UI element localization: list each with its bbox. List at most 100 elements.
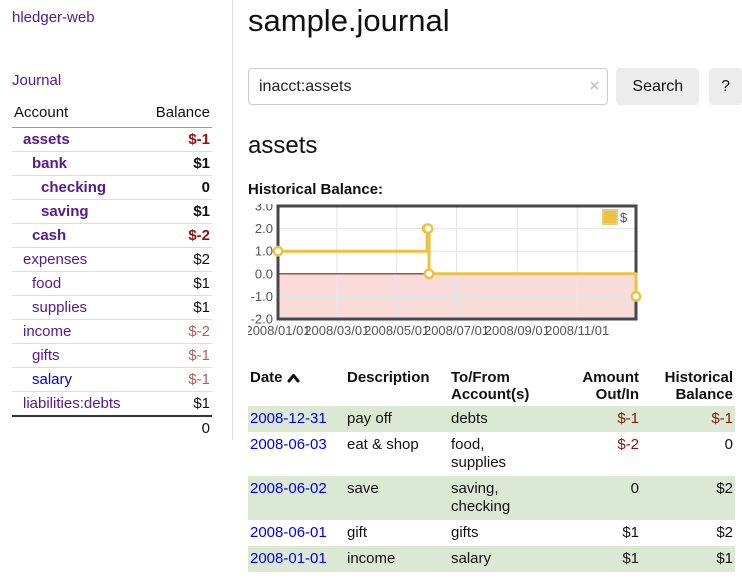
transaction-accounts: saving, checking xyxy=(449,476,551,520)
main-content: sample.journal × Search ? assets Histori… xyxy=(248,0,742,572)
page-title: sample.journal xyxy=(248,2,742,40)
account-balance: $-2 xyxy=(142,224,212,248)
transaction-description: save xyxy=(345,476,449,520)
transaction-row: 2008-12-31pay offdebts$-1$-1 xyxy=(248,406,735,432)
account-row: checking 0 xyxy=(12,176,212,200)
account-link[interactable]: cash xyxy=(12,227,66,244)
column-header-amount: Amount Out/In xyxy=(551,366,641,406)
transaction-accounts: salary xyxy=(449,546,551,572)
account-row: gifts $-1 xyxy=(12,344,212,368)
svg-text:0.0: 0.0 xyxy=(255,266,273,281)
svg-text:2008/05/01: 2008/05/01 xyxy=(364,323,429,338)
account-balance: $-1 xyxy=(142,368,212,392)
svg-text:2008/11/01: 2008/11/01 xyxy=(545,323,609,338)
account-balance: $-1 xyxy=(142,128,212,152)
search-input[interactable] xyxy=(248,68,608,105)
column-header-balance: Historical Balance xyxy=(641,366,735,406)
account-balance: $1 xyxy=(142,272,212,296)
column-header-description: Description xyxy=(345,366,449,406)
accounts-header-balance: Balance xyxy=(142,102,212,128)
account-link[interactable]: supplies xyxy=(12,299,87,316)
transaction-description: pay off xyxy=(345,406,449,432)
transaction-balance: $-1 xyxy=(641,406,735,432)
transaction-amount: $-2 xyxy=(551,432,641,476)
app-brand-link[interactable]: hledger-web xyxy=(12,9,232,26)
transaction-row: 2008-06-01 giftgifts$1$2 xyxy=(248,520,735,546)
transactions-table: Date Description To/From Account(s) Amou… xyxy=(248,366,735,572)
search-input-wrap: × xyxy=(248,68,608,105)
transaction-balance: $1 xyxy=(641,546,735,572)
account-balance: $1 xyxy=(142,392,212,417)
transaction-balance: 0 xyxy=(641,432,735,476)
sort-ascending-icon xyxy=(287,370,300,387)
svg-text:2008/03/01: 2008/03/01 xyxy=(304,323,369,338)
sidebar: hledger-web Journal Account Balance asse… xyxy=(0,0,233,440)
svg-text:3.0: 3.0 xyxy=(255,204,273,214)
accounts-total-row: 0 xyxy=(12,416,212,440)
transaction-amount: 0 xyxy=(551,476,641,520)
search-form: × Search ? xyxy=(248,68,742,105)
account-link[interactable]: liabilities:debts xyxy=(12,395,121,412)
transaction-date-link[interactable]: 2008-01-01 xyxy=(250,550,327,567)
search-button[interactable]: Search xyxy=(616,68,699,105)
account-balance: $2 xyxy=(142,248,212,272)
transaction-accounts: food, supplies xyxy=(449,432,551,476)
transaction-description: income xyxy=(345,546,449,572)
transaction-amount: $1 xyxy=(551,546,641,572)
transaction-amount: $-1 xyxy=(551,406,641,432)
transaction-row: 2008-06-03 eat & shopfood, supplies$-20 xyxy=(248,432,735,476)
account-link[interactable]: salary xyxy=(12,371,72,388)
account-link[interactable]: bank xyxy=(12,155,67,172)
transaction-balance: $2 xyxy=(641,476,735,520)
account-balance: $1 xyxy=(142,152,212,176)
account-row: expenses $2 xyxy=(12,248,212,272)
account-link[interactable]: expenses xyxy=(12,251,87,268)
column-header-accounts: To/From Account(s) xyxy=(449,366,551,406)
accounts-table: Account Balance assets$-1bank$1checking0… xyxy=(12,102,212,440)
column-header-date[interactable]: Date xyxy=(248,366,345,406)
transaction-description: eat & shop xyxy=(345,432,449,476)
account-balance: $-1 xyxy=(142,344,212,368)
transaction-date-link[interactable]: 2008-12-31 xyxy=(250,410,327,427)
account-row: food $1 xyxy=(12,272,212,296)
account-row: liabilities:debts $1 xyxy=(12,392,212,417)
account-row: income$-2 xyxy=(12,320,212,344)
account-link[interactable]: gifts xyxy=(12,347,60,364)
account-balance: $1 xyxy=(142,296,212,320)
account-link[interactable]: income xyxy=(12,323,71,340)
account-balance: 0 xyxy=(142,176,212,200)
clear-search-icon[interactable]: × xyxy=(589,76,599,96)
transaction-date-link[interactable]: 2008-06-03 xyxy=(250,436,327,453)
svg-text:1.0: 1.0 xyxy=(255,244,273,259)
transaction-date-link[interactable]: 2008-06-01 xyxy=(250,524,327,541)
account-row: assets $-1 xyxy=(12,128,212,152)
transactions-table-body: 2008-12-31pay offdebts$-1$-12008-06-03ea… xyxy=(248,406,735,572)
transaction-accounts: debts xyxy=(449,406,551,432)
transaction-amount: $1 xyxy=(551,520,641,546)
transaction-date-link[interactable]: 2008-06-02 xyxy=(250,480,327,497)
accounts-table-body: assets$-1bank$1checking0saving$1cash$-2e… xyxy=(12,128,212,441)
account-heading: assets xyxy=(248,132,742,160)
historical-balance-chart: $3.02.01.00.0-1.0-2.02008/01/012008/03/0… xyxy=(248,204,648,340)
transaction-description: gift xyxy=(345,520,449,546)
help-button[interactable]: ? xyxy=(709,68,742,105)
sidebar-item-journal[interactable]: Journal xyxy=(12,72,232,89)
svg-text:2008/07/01: 2008/07/01 xyxy=(424,323,489,338)
account-row: saving $1 xyxy=(12,200,212,224)
account-link[interactable]: saving xyxy=(12,203,89,220)
account-link[interactable]: checking xyxy=(12,179,106,196)
account-row: bank $1 xyxy=(12,152,212,176)
transaction-accounts: gifts xyxy=(449,520,551,546)
account-row: supplies $1 xyxy=(12,296,212,320)
accounts-total: 0 xyxy=(142,416,212,440)
svg-text:2008/01/01: 2008/01/01 xyxy=(248,323,311,338)
chart-title: Historical Balance: xyxy=(248,181,742,198)
svg-text:2.0: 2.0 xyxy=(255,221,273,236)
svg-text:$: $ xyxy=(620,210,628,225)
account-balance: $1 xyxy=(142,200,212,224)
account-link[interactable]: assets xyxy=(12,131,70,148)
account-link[interactable]: food xyxy=(12,275,61,292)
account-row: salary $-1 xyxy=(12,368,212,392)
transaction-balance: $2 xyxy=(641,520,735,546)
svg-text:2008/09/01: 2008/09/01 xyxy=(485,323,550,338)
